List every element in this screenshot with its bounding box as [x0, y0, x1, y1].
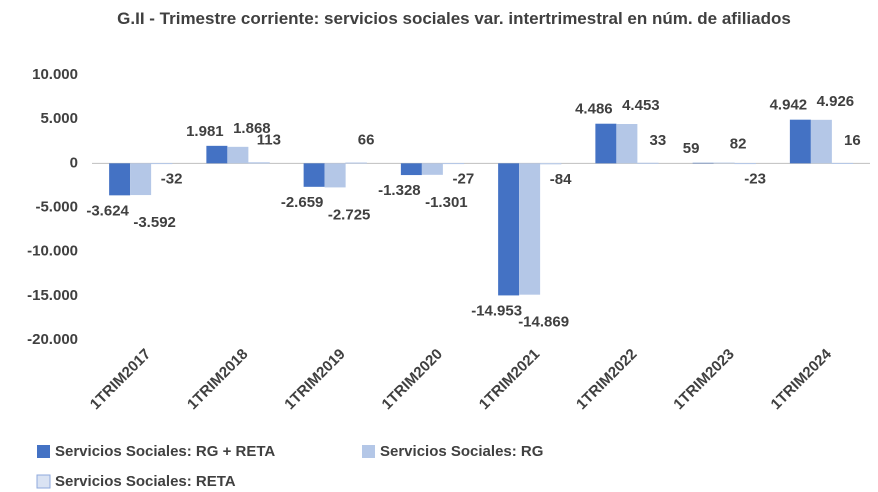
bar — [519, 163, 541, 295]
x-tick-label: 1TRIM2023 — [670, 346, 737, 413]
x-tick-label: 1TRIM2017 — [87, 346, 154, 413]
bar — [616, 123, 638, 164]
bar — [810, 119, 832, 164]
x-tick-label: 1TRIM2019 — [281, 346, 348, 413]
y-tick-label: -20.000 — [27, 331, 78, 348]
data-label: -32 — [161, 171, 183, 188]
y-tick-label: 10.000 — [32, 66, 78, 83]
bar — [442, 163, 465, 165]
data-label: -14.869 — [518, 314, 569, 331]
data-label: -2.659 — [281, 194, 324, 211]
legend-label: Servicios Sociales: RETA — [55, 473, 236, 490]
x-tick-label: 1TRIM2022 — [573, 346, 640, 413]
data-label: -14.953 — [471, 302, 522, 319]
data-label: 4.486 — [575, 101, 613, 118]
data-label: -23 — [744, 171, 766, 188]
data-label: 16 — [844, 132, 861, 149]
data-label: -2.725 — [328, 206, 371, 223]
legend-swatch — [36, 474, 51, 489]
data-label: 82 — [730, 136, 747, 153]
data-label: -1.301 — [425, 194, 468, 211]
y-tick-label: -10.000 — [27, 243, 78, 260]
bar — [400, 163, 422, 176]
x-tick-label: 1TRIM2021 — [476, 346, 543, 413]
x-tick-label: 1TRIM2018 — [184, 346, 251, 413]
data-label: 33 — [650, 132, 667, 149]
bar — [498, 163, 520, 296]
data-label: 4.926 — [817, 93, 855, 110]
bar — [789, 119, 811, 164]
bar — [831, 162, 854, 164]
data-label: -27 — [453, 171, 475, 188]
data-label: 59 — [683, 140, 700, 157]
data-label: 4.942 — [770, 97, 808, 114]
data-label: 113 — [257, 131, 281, 148]
legend-swatch — [37, 445, 50, 458]
bar — [713, 162, 735, 164]
y-tick-label: -15.000 — [27, 287, 78, 304]
y-tick-label: 5.000 — [40, 110, 78, 127]
bar — [692, 162, 714, 164]
data-label: 1.868 — [233, 120, 271, 137]
data-label: -84 — [550, 171, 572, 188]
bar — [421, 163, 443, 175]
bar — [248, 162, 270, 164]
bar — [595, 123, 617, 164]
data-label: 66 — [358, 132, 375, 149]
chart-title: G.II - Trimestre corriente: servicios so… — [117, 9, 791, 28]
bar — [130, 163, 152, 196]
bar — [150, 163, 173, 165]
bar — [227, 146, 249, 164]
data-label: -3.624 — [86, 202, 129, 219]
bar — [303, 163, 325, 187]
bar — [109, 163, 131, 196]
bar — [324, 163, 346, 188]
legend-label: Servicios Sociales: RG + RETA — [55, 443, 275, 460]
data-label: -3.592 — [133, 214, 176, 231]
legend-label: Servicios Sociales: RG — [380, 443, 543, 460]
x-tick-label: 1TRIM2020 — [379, 346, 446, 413]
y-tick-label: -5.000 — [35, 198, 78, 215]
legend-swatch — [362, 445, 375, 458]
data-label: -1.328 — [378, 182, 421, 199]
data-label: 1.981 — [186, 123, 224, 140]
bar — [345, 162, 367, 164]
x-tick-label: 1TRIM2024 — [768, 345, 836, 413]
data-label: 4.453 — [622, 97, 660, 114]
bar — [637, 162, 659, 164]
bar — [734, 163, 756, 165]
y-tick-label: 0 — [70, 154, 78, 171]
bar — [206, 145, 228, 164]
bar — [539, 163, 562, 165]
